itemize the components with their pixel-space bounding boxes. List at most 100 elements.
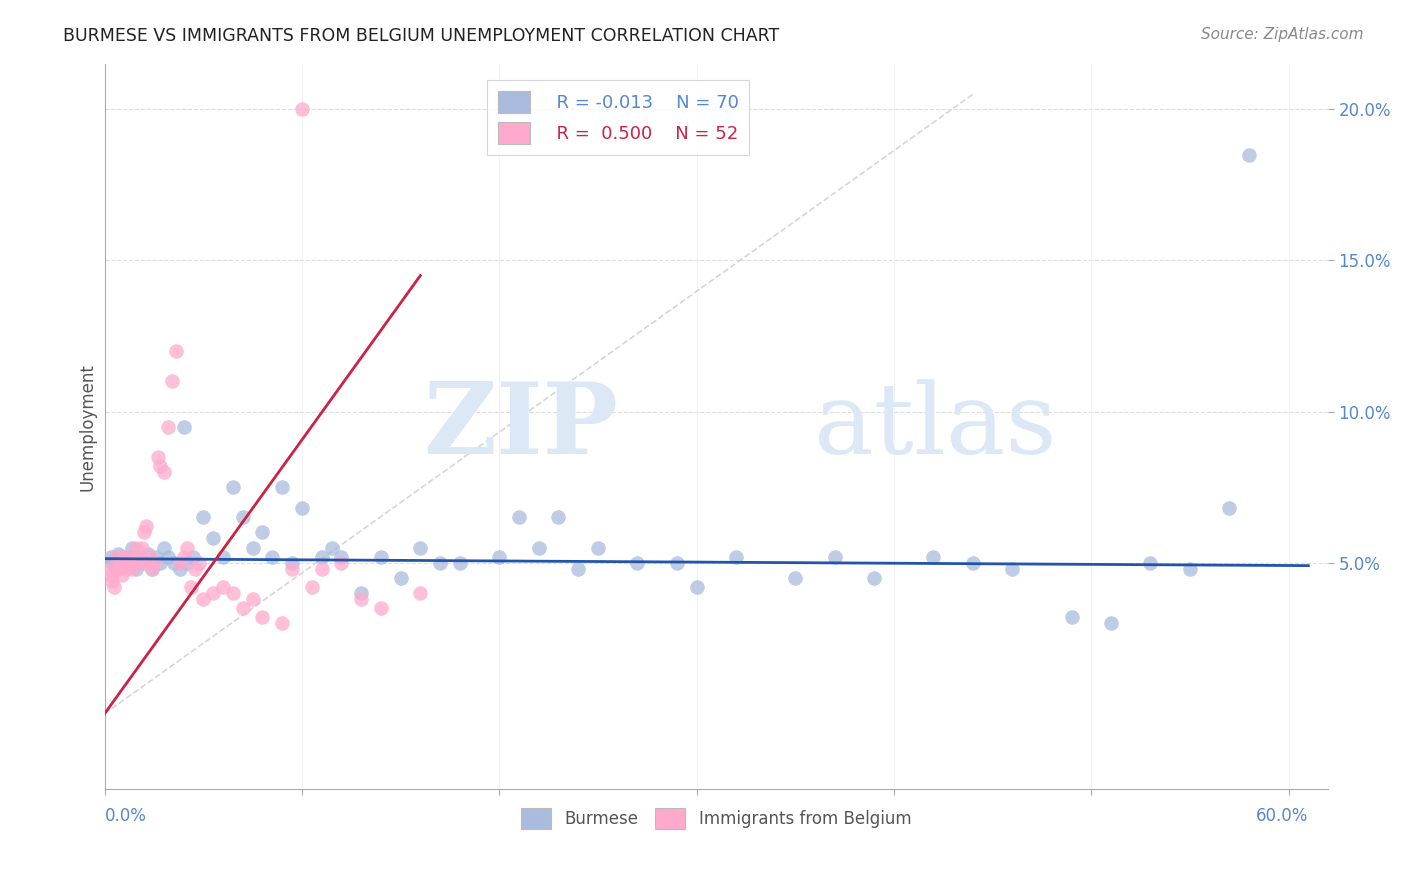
Point	[117, 556, 139, 570]
Point	[252, 610, 274, 624]
Point	[100, 567, 122, 582]
Point	[222, 480, 245, 494]
Point	[176, 556, 198, 570]
Point	[141, 562, 163, 576]
Point	[1060, 610, 1083, 624]
Point	[370, 601, 392, 615]
Point	[281, 562, 304, 576]
Point	[193, 510, 215, 524]
Point	[149, 556, 172, 570]
Point	[1139, 556, 1161, 570]
Point	[153, 465, 176, 479]
Point	[330, 556, 353, 570]
Point	[122, 556, 145, 570]
Legend: Burmese, Immigrants from Belgium: Burmese, Immigrants from Belgium	[515, 802, 918, 835]
Point	[97, 562, 120, 576]
Text: BURMESE VS IMMIGRANTS FROM BELGIUM UNEMPLOYMENT CORRELATION CHART: BURMESE VS IMMIGRANTS FROM BELGIUM UNEMP…	[63, 27, 779, 45]
Text: 60.0%: 60.0%	[1256, 807, 1309, 825]
Point	[586, 541, 609, 555]
Point	[142, 556, 165, 570]
Point	[626, 556, 648, 570]
Point	[105, 562, 128, 576]
Point	[824, 549, 846, 564]
Point	[350, 591, 373, 606]
Point	[101, 574, 124, 588]
Point	[1178, 562, 1201, 576]
Point	[311, 562, 333, 576]
Point	[129, 556, 152, 570]
Point	[685, 580, 707, 594]
Point	[962, 556, 984, 570]
Point	[281, 556, 304, 570]
Point	[202, 532, 225, 546]
Point	[173, 549, 195, 564]
Point	[547, 510, 569, 524]
Point	[129, 549, 152, 564]
Point	[115, 552, 138, 566]
Point	[125, 562, 148, 576]
Point	[160, 374, 183, 388]
Point	[183, 549, 205, 564]
Point	[125, 541, 148, 555]
Point	[291, 103, 314, 117]
Point	[169, 556, 191, 570]
Point	[163, 556, 186, 570]
Point	[100, 549, 122, 564]
Point	[115, 562, 138, 576]
Point	[271, 480, 294, 494]
Point	[188, 556, 211, 570]
Point	[184, 562, 207, 576]
Point	[271, 615, 294, 630]
Point	[112, 549, 135, 564]
Point	[117, 549, 139, 564]
Point	[725, 549, 748, 564]
Point	[135, 519, 157, 533]
Point	[449, 556, 471, 570]
Text: Source: ZipAtlas.com: Source: ZipAtlas.com	[1201, 27, 1364, 42]
Point	[409, 586, 432, 600]
Point	[145, 549, 167, 564]
Point	[132, 525, 155, 540]
Point	[212, 549, 235, 564]
Point	[321, 541, 343, 555]
Point	[103, 552, 125, 566]
Point	[488, 549, 510, 564]
Text: 0.0%: 0.0%	[104, 807, 146, 825]
Point	[120, 549, 142, 564]
Point	[330, 549, 353, 564]
Text: atlas: atlas	[814, 379, 1057, 475]
Point	[101, 556, 124, 570]
Point	[389, 571, 412, 585]
Point	[153, 541, 176, 555]
Point	[169, 562, 191, 576]
Point	[149, 458, 172, 473]
Point	[1218, 501, 1240, 516]
Point	[212, 580, 235, 594]
Point	[508, 510, 530, 524]
Point	[120, 556, 142, 570]
Point	[1001, 562, 1024, 576]
Point	[785, 571, 807, 585]
Point	[567, 562, 589, 576]
Point	[176, 541, 198, 555]
Y-axis label: Unemployment: Unemployment	[79, 363, 96, 491]
Point	[527, 541, 550, 555]
Text: ZIP: ZIP	[423, 378, 619, 475]
Point	[193, 591, 215, 606]
Point	[146, 450, 169, 464]
Point	[136, 556, 159, 570]
Point	[665, 556, 688, 570]
Point	[107, 547, 129, 561]
Point	[131, 552, 153, 566]
Point	[222, 586, 245, 600]
Point	[252, 525, 274, 540]
Point	[922, 549, 945, 564]
Point	[132, 556, 155, 570]
Point	[141, 562, 163, 576]
Point	[863, 571, 886, 585]
Point	[291, 501, 314, 516]
Point	[105, 549, 128, 564]
Point	[350, 586, 373, 600]
Point	[156, 549, 179, 564]
Point	[121, 541, 143, 555]
